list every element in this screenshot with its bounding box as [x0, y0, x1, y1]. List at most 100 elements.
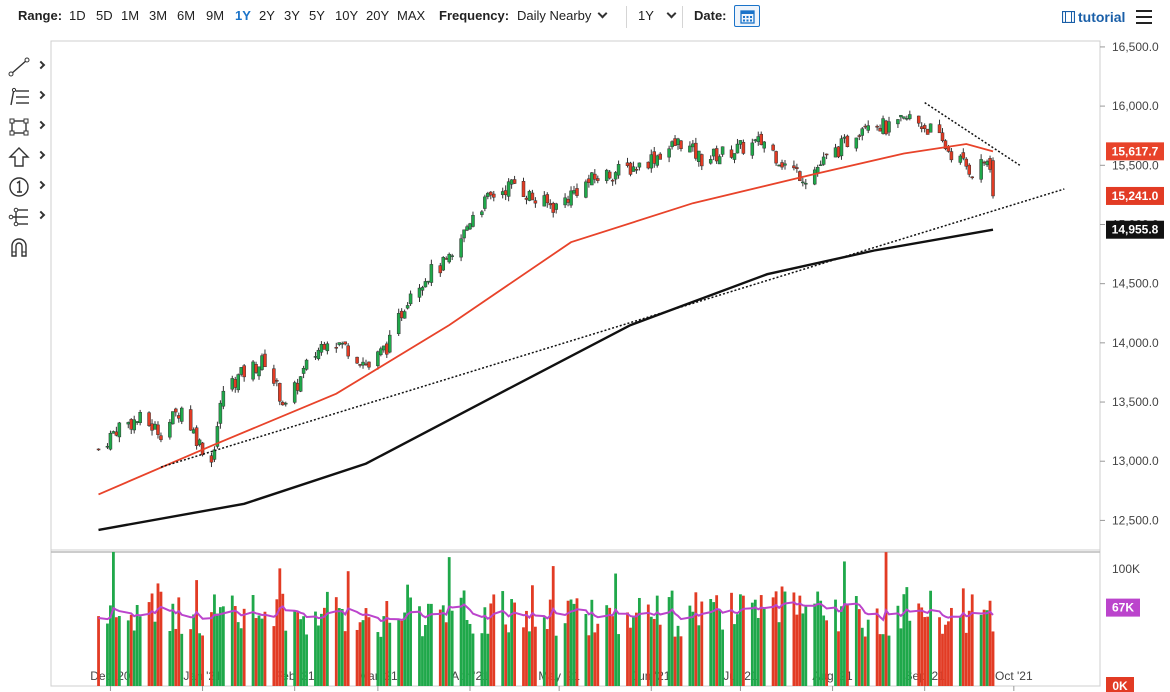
range-button-9m[interactable]: 9M: [206, 8, 225, 23]
rectangle-tool-button[interactable]: [8, 116, 46, 138]
calendar-icon: [740, 10, 755, 24]
volume-average-tag: 67K: [1112, 601, 1134, 615]
candle-body: [135, 421, 139, 423]
volume-bar: [926, 616, 930, 686]
x-tick-label: Oct '21: [995, 669, 1033, 683]
range-button-5y[interactable]: 5Y: [309, 8, 325, 23]
volume-bar: [450, 610, 454, 686]
volume-bar: [753, 599, 757, 686]
volume-bar: [153, 621, 157, 686]
volume-bar: [427, 603, 430, 686]
candle-body: [616, 164, 621, 176]
range-button-3y[interactable]: 3Y: [284, 8, 300, 23]
annotation-tool-button[interactable]: [8, 176, 46, 198]
volume-bar: [192, 614, 196, 686]
range-button-5d[interactable]: 5D: [96, 8, 113, 23]
trendline-tool-button[interactable]: [8, 56, 46, 78]
range-button-1d[interactable]: 1D: [69, 8, 86, 23]
volume-bar: [117, 616, 121, 686]
range-button-1y[interactable]: 1Y: [235, 8, 251, 23]
y-tick-label: 16,000.0: [1112, 99, 1159, 113]
volume-bar: [961, 588, 965, 686]
candle-body: [209, 455, 214, 463]
volume-bar: [468, 623, 472, 686]
volume-bar: [281, 593, 285, 686]
candle-body: [132, 419, 136, 431]
volume-bar: [739, 594, 742, 686]
candle-body: [138, 411, 142, 423]
volume-bar: [566, 600, 570, 686]
candle-body: [916, 115, 921, 124]
hamburger-menu-icon[interactable]: [1136, 10, 1152, 24]
candle-body: [503, 190, 508, 196]
volume-bar: [637, 597, 641, 686]
range-button-10y[interactable]: 10Y: [335, 8, 359, 23]
fibonacci-tool-button[interactable]: [8, 86, 46, 108]
candle-body: [468, 223, 472, 230]
candle-body: [483, 196, 487, 209]
volume-bar: [979, 614, 983, 686]
candle-body: [607, 171, 612, 179]
price-axis: 16,500.016,000.015,500.015,000.014,500.0…: [1100, 40, 1159, 527]
volume-bar: [483, 607, 487, 686]
volume-bar: [272, 626, 276, 686]
volume-bar: [596, 623, 600, 686]
range-button-2y[interactable]: 2Y: [259, 8, 275, 23]
arrow-tool-button[interactable]: [8, 146, 46, 168]
candle-body: [842, 136, 847, 139]
frequency-dropdown[interactable]: Daily Nearby: [517, 8, 608, 24]
range-button-6m[interactable]: 6M: [177, 8, 196, 23]
volume-bar: [563, 623, 567, 686]
tutorial-link[interactable]: tutorial: [1061, 9, 1125, 25]
calendar-button[interactable]: [734, 5, 760, 27]
volume-bar: [233, 606, 237, 686]
candle-body: [278, 383, 282, 402]
range-button-max[interactable]: MAX: [397, 8, 426, 23]
volume-axis: 100K 67K 0K: [1106, 562, 1140, 692]
candle-body: [697, 150, 701, 162]
volume-bar: [465, 619, 469, 686]
range-button-3m[interactable]: 3M: [149, 8, 168, 23]
candle-body: [979, 159, 983, 180]
candle-body: [177, 415, 181, 419]
volume-bar: [358, 622, 362, 686]
volume-bar: [774, 591, 778, 686]
volume-bar: [320, 613, 323, 686]
candle-body: [884, 120, 888, 135]
volume-bar: [551, 566, 555, 686]
candle-body: [625, 162, 630, 166]
candle-body: [946, 146, 951, 152]
candle-body: [376, 351, 380, 367]
candle-body: [634, 169, 639, 171]
volume-bar: [608, 607, 612, 686]
candle-body: [480, 211, 484, 215]
period-dropdown[interactable]: 1Y: [638, 8, 677, 24]
candle-body: [298, 376, 303, 392]
candle-body: [566, 198, 570, 203]
candle-body: [385, 343, 389, 355]
volume-bar: [950, 607, 953, 686]
candle-body: [780, 162, 784, 168]
range-button-20y[interactable]: 20Y: [366, 8, 390, 23]
volume-bar: [388, 622, 392, 686]
volume-bar: [462, 590, 466, 686]
volume-bar: [795, 614, 799, 686]
volume-bar: [438, 609, 442, 686]
range-button-1m[interactable]: 1M: [121, 8, 140, 23]
volume-bar: [510, 599, 514, 686]
magnet-tool-button[interactable]: [8, 236, 46, 258]
candle-body: [967, 164, 971, 175]
pitchfork-tool-button[interactable]: [8, 206, 46, 228]
volume-bar: [278, 568, 282, 686]
candle-body: [652, 151, 656, 164]
candle-body: [402, 311, 407, 319]
volume-bar: [400, 620, 404, 686]
candle-body: [447, 253, 451, 263]
volume-bar: [554, 635, 558, 686]
volume-bar: [548, 599, 552, 686]
volume-bar: [302, 616, 305, 686]
candle-body: [646, 161, 651, 169]
candle-body: [168, 421, 172, 438]
volume-bar: [471, 633, 475, 686]
volume-bar: [522, 627, 525, 686]
